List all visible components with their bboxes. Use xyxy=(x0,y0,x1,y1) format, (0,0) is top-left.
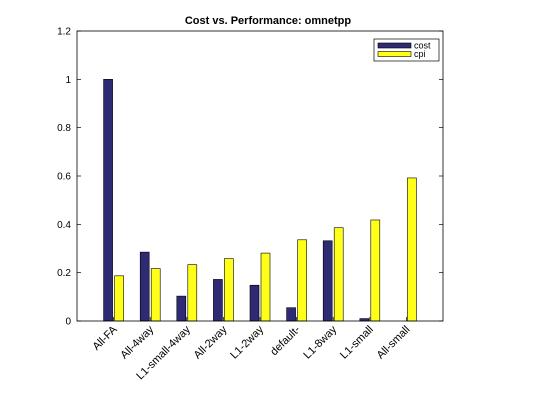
bar-cpi-4 xyxy=(261,253,270,321)
y-tick-label: 1 xyxy=(65,75,71,86)
bar-cpi-1 xyxy=(151,269,160,321)
bar-cost-4 xyxy=(250,285,259,321)
y-tick-label: 0.2 xyxy=(57,268,71,279)
legend-swatch-cost xyxy=(378,43,411,48)
y-tick-label: 0.6 xyxy=(57,172,71,183)
bar-cost-6 xyxy=(323,241,332,321)
bar-cpi-7 xyxy=(371,220,380,321)
bar-cpi-3 xyxy=(224,259,233,321)
bar-cpi-6 xyxy=(334,228,343,321)
legend-label-cpi: cpi xyxy=(414,49,426,59)
bar-cpi-2 xyxy=(188,265,197,321)
bar-cost-0 xyxy=(104,79,113,321)
bar-cost-1 xyxy=(140,252,149,321)
bar-cpi-8 xyxy=(407,178,416,321)
y-tick-label: 1.2 xyxy=(57,27,71,38)
bar-cost-5 xyxy=(287,308,296,321)
plot-area xyxy=(77,31,443,321)
bar-cpi-5 xyxy=(298,240,307,321)
y-tick-label: 0.4 xyxy=(57,220,71,231)
bar-cpi-0 xyxy=(115,276,124,321)
legend-swatch-cpi xyxy=(378,52,411,57)
bar-cost-3 xyxy=(213,279,222,321)
chart-title: Cost vs. Performance: omnetpp xyxy=(185,15,352,27)
y-tick-label: 0 xyxy=(65,317,71,328)
bar-cost-2 xyxy=(177,296,186,321)
y-tick-label: 0.8 xyxy=(57,123,71,134)
